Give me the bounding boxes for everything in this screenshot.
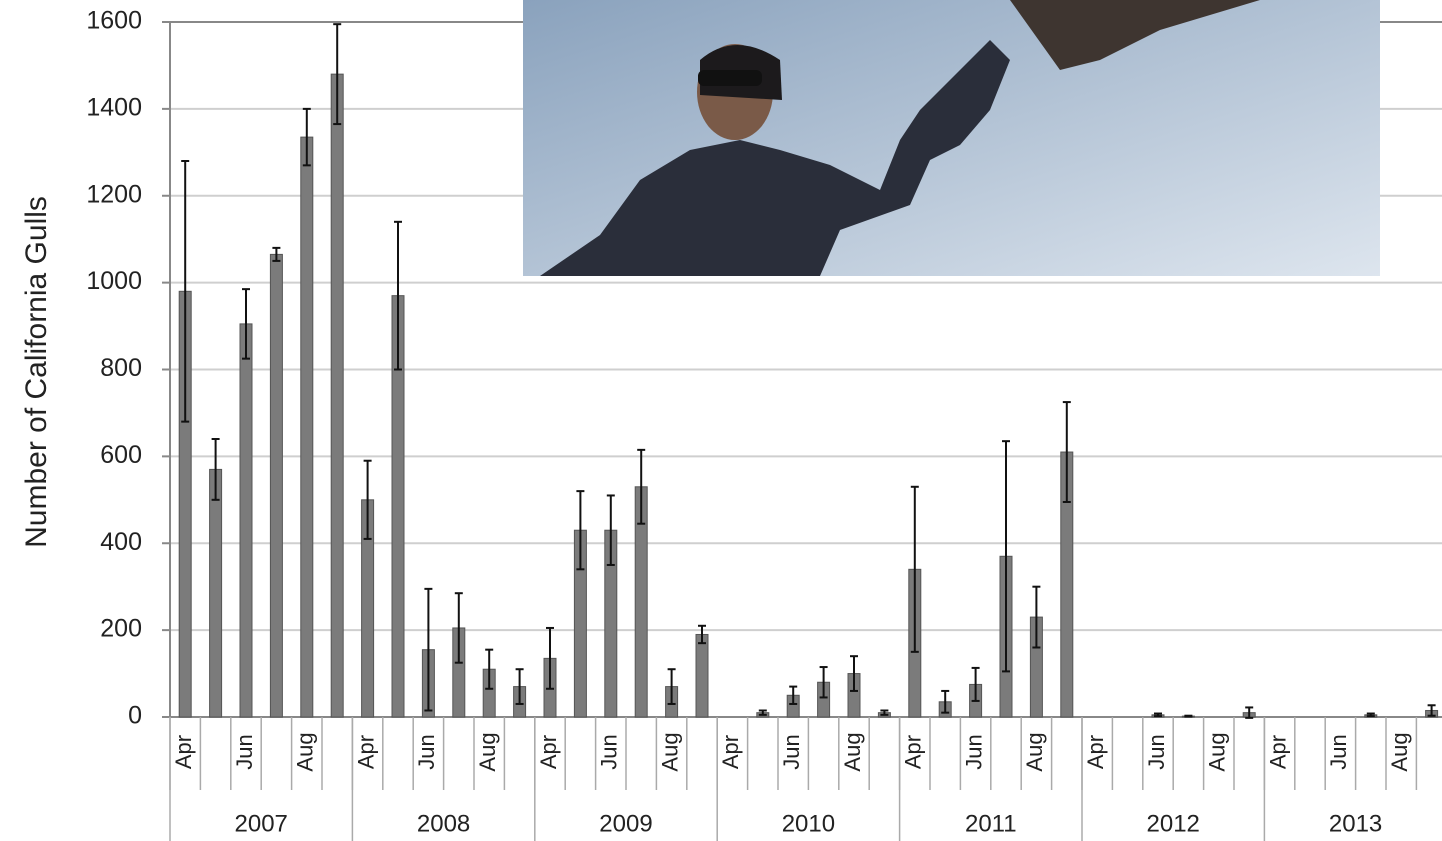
y-tick-label: 1400 (86, 93, 142, 121)
year-label: 2013 (1329, 810, 1382, 837)
error-bar (333, 23, 342, 126)
error-bar (606, 494, 615, 566)
photo (523, 0, 1380, 276)
y-tick-label: 1600 (86, 7, 142, 35)
photo-glasses (698, 70, 762, 86)
error-bar (758, 709, 767, 716)
x-tick-label: Aug (1205, 732, 1230, 771)
error-bar (576, 490, 585, 571)
x-tick-label: Jun (597, 734, 622, 769)
x-tick-label: Aug (1387, 732, 1412, 771)
error-bar (1366, 712, 1375, 718)
bar (269, 253, 283, 718)
error-bar (181, 160, 190, 423)
error-bar (637, 448, 646, 525)
x-tick-label: Jun (779, 734, 804, 769)
error-bar (1062, 401, 1071, 503)
error-bar (910, 485, 919, 653)
x-tick-label: Apr (536, 735, 561, 769)
x-tick-label: Jun (1326, 734, 1351, 769)
year-label: 2009 (599, 810, 652, 837)
x-tick-label: Apr (171, 735, 196, 769)
error-bar (546, 626, 554, 690)
error-bar (941, 689, 950, 714)
error-bar (1154, 712, 1162, 718)
x-tick-label: Jun (961, 734, 986, 769)
y-axis-label: Number of California Gulls (20, 196, 53, 548)
bar (209, 468, 223, 718)
error-bar (667, 668, 676, 705)
bar (300, 136, 314, 718)
error-bar (363, 459, 372, 540)
year-label: 2010 (782, 810, 835, 837)
year-label: 2012 (1147, 810, 1200, 837)
error-bar (971, 666, 980, 702)
error-bar (424, 587, 433, 712)
error-bar (272, 246, 281, 262)
x-tick-label: Aug (293, 732, 318, 771)
error-bar (1184, 714, 1193, 718)
error-bar (850, 655, 858, 692)
error-bar (394, 220, 402, 371)
x-tick-label: Jun (414, 734, 439, 769)
year-label: 2007 (235, 810, 288, 837)
x-tick-label: Apr (718, 735, 743, 769)
x-tick-label: Apr (901, 735, 926, 769)
photo-person (540, 40, 1010, 276)
error-bar (819, 666, 828, 699)
error-bar (1032, 585, 1041, 649)
bar (330, 73, 344, 718)
x-tick-label: Apr (1265, 735, 1290, 769)
y-tick-label: 1000 (86, 267, 142, 295)
y-tick-label: 1200 (86, 180, 142, 208)
x-tick-label: Aug (657, 732, 682, 771)
bar (695, 633, 709, 718)
error-bar (454, 592, 463, 664)
error-bar (789, 685, 798, 705)
x-tick-label: Jun (1144, 734, 1169, 769)
error-bar (211, 438, 220, 501)
plot: 0 200 400 600 800 1000 1200 1400 1600 Apr Jun Aug Ap… (86, 7, 1442, 841)
error-bar (1245, 706, 1254, 719)
error-bar (1427, 704, 1436, 717)
x-tick-label: Aug (1022, 732, 1047, 771)
year-label: 2008 (417, 810, 470, 837)
y-tick-label: 600 (100, 441, 142, 469)
error-bar (302, 107, 311, 167)
error-bar (698, 624, 706, 645)
y-tick-label: 800 (100, 354, 142, 382)
bar (239, 323, 253, 718)
x-tick-label: Aug (475, 732, 500, 771)
x-tick-label: Aug (840, 732, 865, 771)
error-bar (515, 668, 524, 705)
error-bar (242, 288, 250, 360)
x-tick-label: Jun (232, 734, 257, 769)
y-tick-label: 200 (100, 615, 142, 643)
x-tick-label: Apr (1083, 735, 1108, 769)
y-tick-label: 0 (128, 702, 142, 730)
year-label: 2011 (965, 810, 1017, 837)
photo-bird (960, 0, 1260, 70)
error-bar (880, 709, 889, 716)
error-bar (485, 648, 494, 690)
x-tick-label: Apr (353, 735, 378, 769)
y-tick-label: 400 (100, 528, 142, 556)
error-bar (1002, 440, 1010, 673)
